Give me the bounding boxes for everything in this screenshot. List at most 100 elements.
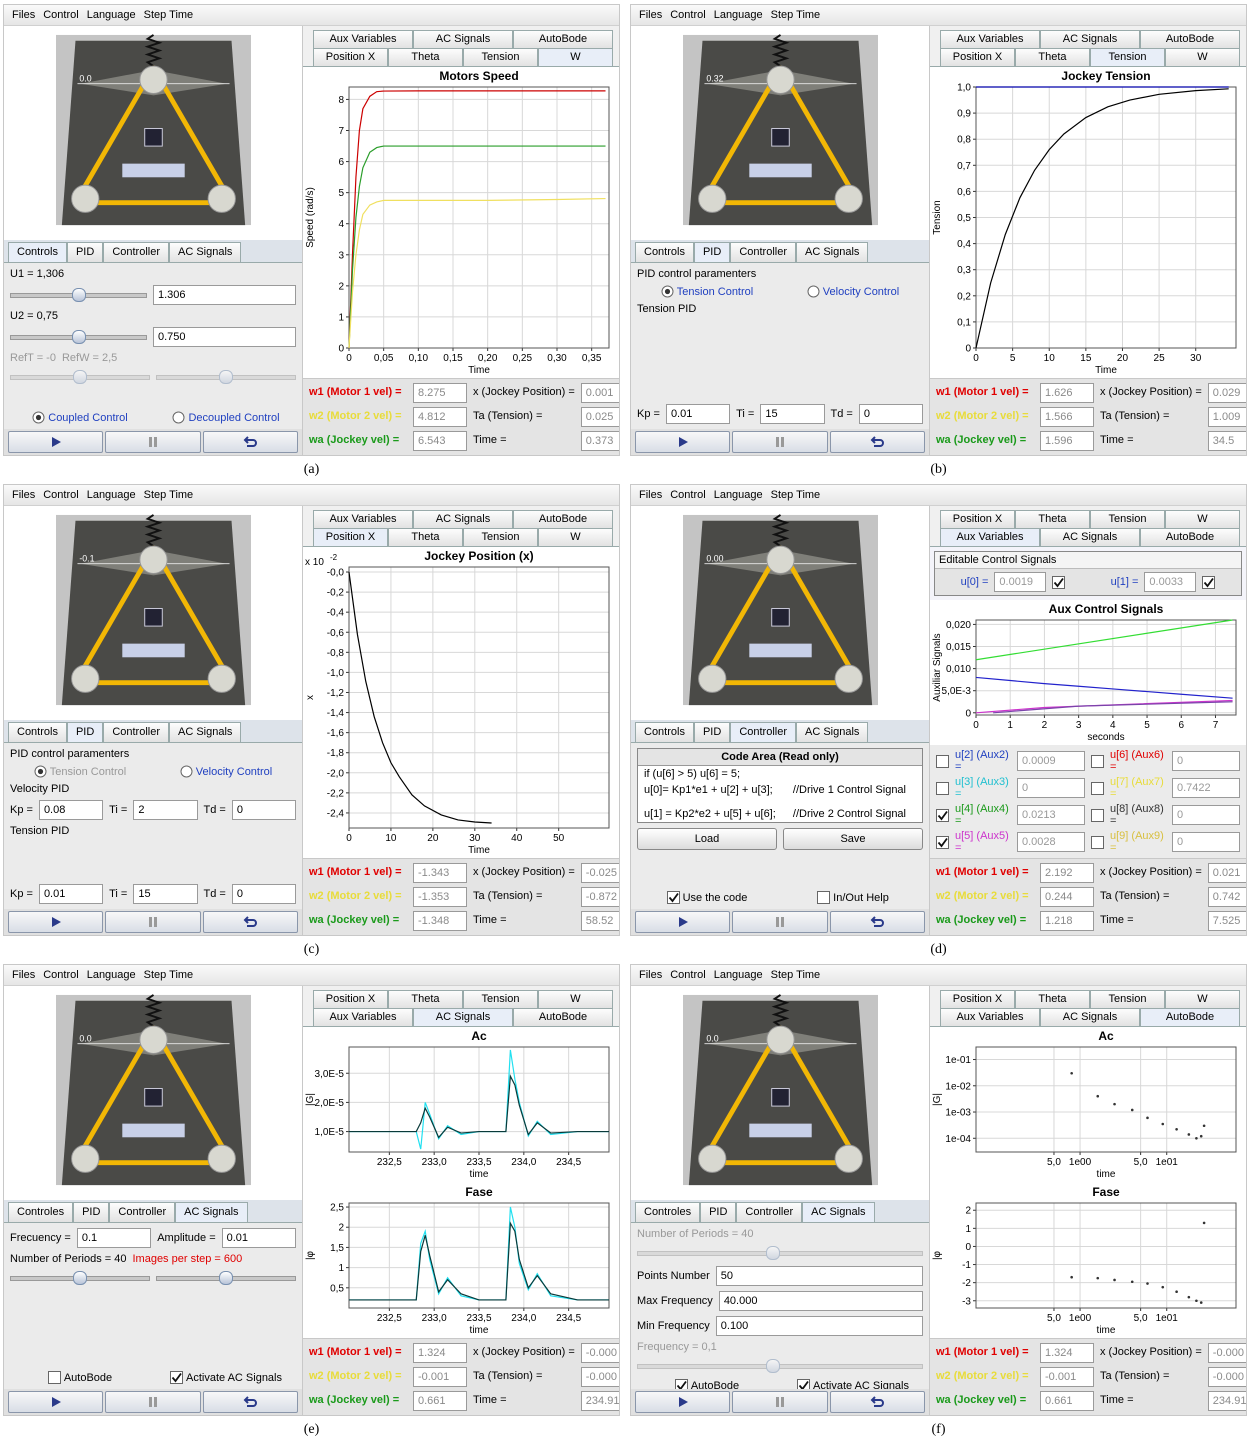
tab[interactable]: Aux Variables <box>940 528 1040 546</box>
tab[interactable]: Position X <box>940 990 1015 1008</box>
reset-button[interactable] <box>202 431 298 453</box>
reset-button[interactable] <box>829 1391 925 1413</box>
pause-button[interactable] <box>105 1391 201 1413</box>
tab[interactable]: Controller <box>736 1202 803 1222</box>
text-field[interactable]: 0.1 <box>76 1228 152 1248</box>
menu-item[interactable]: Control <box>670 969 706 981</box>
menu-item[interactable]: Step Time <box>143 969 194 981</box>
tab[interactable]: Position X <box>313 528 388 546</box>
checkbox[interactable]: In/Out Help <box>783 891 923 904</box>
tab[interactable]: Theta <box>1015 510 1090 528</box>
play-button[interactable] <box>635 431 731 453</box>
tab[interactable]: AC Signals <box>802 1202 875 1222</box>
tab[interactable]: AC Signals <box>413 1008 513 1026</box>
slider[interactable] <box>10 329 147 345</box>
checkbox[interactable]: Activate AC Signals <box>156 1371 296 1384</box>
menu-item[interactable]: Language <box>713 489 763 501</box>
tab[interactable]: Controller <box>109 1202 176 1222</box>
tab[interactable]: Aux Variables <box>940 30 1040 48</box>
text-field[interactable]: 0.750 <box>153 327 296 347</box>
pause-button[interactable] <box>105 431 201 453</box>
slider[interactable] <box>10 287 147 303</box>
reset-button[interactable] <box>829 911 925 933</box>
tab[interactable]: Controls <box>8 722 67 742</box>
play-button[interactable] <box>635 911 731 933</box>
tab[interactable]: AC Signals <box>169 242 242 262</box>
tab[interactable]: Controller <box>103 242 169 262</box>
checkbox[interactable] <box>936 781 949 795</box>
tab[interactable]: Tension <box>463 528 538 546</box>
tab[interactable]: AC Signals <box>1040 1008 1140 1026</box>
button[interactable]: Save <box>783 828 923 850</box>
text-field[interactable]: 40.000 <box>718 1291 923 1311</box>
text-field[interactable]: 0.01 <box>221 1228 296 1248</box>
tab[interactable]: Tension <box>463 990 538 1008</box>
tab[interactable]: W <box>1165 510 1240 528</box>
text-field[interactable]: 0.0009 <box>1017 751 1085 771</box>
tab[interactable]: W <box>1165 48 1240 66</box>
checkbox[interactable]: Use the code <box>637 891 777 904</box>
checkbox[interactable] <box>1091 781 1104 795</box>
tab[interactable]: AutoBode <box>513 1008 613 1026</box>
tab[interactable]: W <box>538 990 613 1008</box>
play-button[interactable] <box>8 1391 104 1413</box>
text-field[interactable]: 0.7422 <box>1172 778 1240 798</box>
tab[interactable]: Position X <box>313 48 388 66</box>
tab[interactable]: PID <box>693 722 731 742</box>
tab[interactable]: AC Signals <box>175 1202 248 1222</box>
pause-button[interactable] <box>732 431 828 453</box>
tab[interactable]: AC Signals <box>1040 528 1140 546</box>
checkbox[interactable] <box>1052 575 1066 589</box>
text-field[interactable]: 0 <box>231 884 296 904</box>
tab[interactable]: AC Signals <box>169 722 242 742</box>
tab[interactable]: Tension <box>463 48 538 66</box>
tab[interactable]: Tension <box>1090 48 1165 66</box>
menu-item[interactable]: Language <box>86 489 136 501</box>
slider[interactable] <box>637 1245 923 1261</box>
text-field[interactable]: 0.08 <box>38 800 104 820</box>
tab[interactable]: PID <box>66 242 104 262</box>
tab[interactable]: PID <box>66 722 104 742</box>
text-field[interactable]: 0.0033 <box>1144 572 1197 592</box>
reset-button[interactable] <box>202 1391 298 1413</box>
tab[interactable]: AC Signals <box>1040 30 1140 48</box>
tab[interactable]: AutoBode <box>513 510 613 528</box>
menu-item[interactable]: Language <box>86 9 136 21</box>
menu-item[interactable]: Step Time <box>143 489 194 501</box>
menu-item[interactable]: Language <box>713 969 763 981</box>
tab[interactable]: W <box>538 48 613 66</box>
menu-item[interactable]: Control <box>43 9 79 21</box>
menu-item[interactable]: Files <box>639 489 663 501</box>
text-field[interactable]: 0 <box>1017 778 1085 798</box>
checkbox[interactable] <box>1091 835 1104 849</box>
checkbox[interactable] <box>1091 808 1104 822</box>
radio-button[interactable]: Velocity Control <box>783 285 923 298</box>
text-field[interactable]: 0 <box>1172 805 1240 825</box>
text-field[interactable]: 0.01 <box>38 884 104 904</box>
tab[interactable]: Controller <box>730 722 796 742</box>
tab[interactable]: Position X <box>940 510 1015 528</box>
tab[interactable]: Controller <box>730 242 796 262</box>
tab[interactable]: Theta <box>388 48 463 66</box>
menu-item[interactable]: Files <box>12 489 36 501</box>
tab[interactable]: AC Signals <box>796 242 869 262</box>
slider[interactable] <box>156 369 296 385</box>
tab[interactable]: PID <box>693 242 731 262</box>
tab[interactable]: Theta <box>388 528 463 546</box>
tab[interactable]: Aux Variables <box>313 30 413 48</box>
checkbox[interactable] <box>1091 754 1104 768</box>
tab[interactable]: Controles <box>635 1202 701 1222</box>
tab[interactable]: Controls <box>8 242 67 262</box>
tab[interactable]: Position X <box>940 48 1015 66</box>
tab[interactable]: AutoBode <box>513 30 613 48</box>
tab[interactable]: AutoBode <box>1140 30 1240 48</box>
menu-item[interactable]: Control <box>670 9 706 21</box>
tab[interactable]: Position X <box>313 990 388 1008</box>
slider[interactable] <box>637 1358 923 1374</box>
tab[interactable]: AC Signals <box>413 30 513 48</box>
checkbox[interactable] <box>936 754 949 768</box>
text-field[interactable]: 0.0028 <box>1017 832 1085 852</box>
slider[interactable] <box>10 369 150 385</box>
menu-item[interactable]: Files <box>639 969 663 981</box>
tab[interactable]: Controls <box>635 242 694 262</box>
